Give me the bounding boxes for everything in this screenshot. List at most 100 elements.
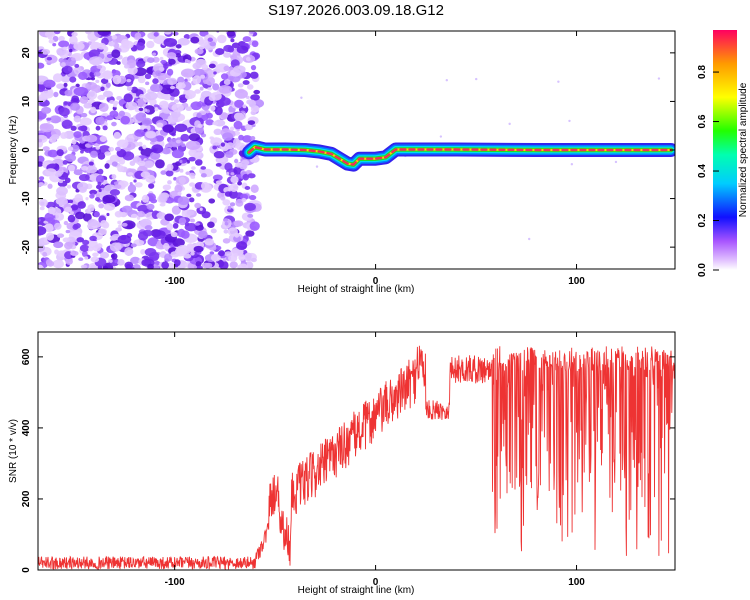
- noise-speckle: [78, 71, 88, 81]
- noise-speckle: [220, 142, 226, 147]
- noise-speckle: [38, 155, 45, 163]
- noise-speckle: [97, 94, 106, 101]
- noise-speckle: [108, 41, 115, 47]
- noise-speckle: [161, 261, 170, 269]
- noise-speckle: [143, 128, 148, 132]
- noise-speckle: [117, 165, 125, 173]
- y-tick-label: 200: [21, 490, 32, 507]
- noise-speckle: [138, 160, 146, 167]
- noise-speckle: [159, 56, 164, 61]
- noise-speckle: [115, 146, 121, 152]
- noise-speckle: [226, 31, 236, 37]
- noise-speckle: [234, 99, 244, 108]
- noise-speckle: [238, 254, 246, 261]
- noise-speckle: [198, 39, 209, 47]
- noise-speckle: [73, 86, 89, 97]
- noise-speckle: [153, 104, 159, 108]
- noise-speckle: [38, 264, 43, 269]
- noise-speckle: [38, 218, 41, 222]
- noise-speckle: [130, 243, 137, 248]
- noise-speckle: [89, 189, 98, 195]
- noise-speckle: [163, 242, 170, 250]
- noise-dot: [439, 135, 443, 138]
- noise-speckle: [175, 82, 186, 90]
- noise-speckle: [95, 193, 101, 198]
- noise-speckle: [98, 102, 109, 113]
- noise-speckle: [63, 220, 69, 226]
- snr-panel: -100 0 100 0 200 400 600 Height of straight li…: [8, 331, 676, 596]
- noise-speckle: [167, 77, 178, 85]
- noise-speckle: [140, 171, 151, 178]
- noise-speckle: [196, 112, 202, 119]
- noise-speckle: [90, 106, 97, 114]
- noise-speckle: [178, 176, 186, 185]
- noise-speckle: [244, 123, 254, 131]
- noise-speckle: [56, 149, 64, 157]
- colorbar-tick-label: 0.2: [697, 213, 708, 227]
- noise-speckle: [44, 31, 56, 38]
- noise-speckle: [38, 226, 47, 236]
- noise-speckle: [218, 97, 231, 106]
- colorbar-tick-label: 0.6: [697, 114, 708, 128]
- noise-speckle: [136, 60, 146, 68]
- noise-speckle: [109, 242, 122, 252]
- noise-speckle: [224, 221, 229, 226]
- noise-speckle: [209, 41, 217, 47]
- noise-speckle: [205, 76, 216, 86]
- noise-speckle: [49, 115, 62, 124]
- noise-speckle: [193, 245, 204, 253]
- noise-speckle: [112, 106, 117, 111]
- noise-speckle: [167, 114, 178, 124]
- noise-speckle: [237, 263, 249, 269]
- noise-speckle: [190, 101, 202, 111]
- noise-speckle: [134, 182, 143, 188]
- noise-dot: [475, 77, 478, 81]
- noise-speckle: [210, 228, 217, 234]
- x-tick-label: 0: [373, 276, 379, 287]
- noise-speckle: [77, 201, 86, 209]
- noise-speckle: [201, 262, 211, 269]
- noise-speckle: [149, 84, 163, 93]
- noise-speckle: [197, 123, 203, 129]
- noise-speckle: [167, 180, 172, 185]
- noise-speckle: [50, 134, 60, 140]
- noise-speckle: [250, 257, 257, 263]
- noise-speckle: [165, 170, 174, 177]
- noise-speckle: [97, 168, 104, 175]
- noise-speckle: [65, 257, 73, 265]
- noise-speckle: [134, 129, 146, 137]
- noise-speckle: [56, 233, 65, 238]
- noise-speckle: [102, 125, 108, 131]
- noise-speckle: [235, 198, 244, 207]
- noise-speckle: [90, 256, 100, 263]
- noise-speckle: [162, 184, 172, 191]
- noise-speckle: [227, 45, 235, 53]
- noise-speckle: [126, 78, 132, 83]
- noise-speckle: [253, 89, 261, 95]
- noise-speckle: [82, 212, 92, 222]
- noise-speckle: [87, 204, 95, 212]
- noise-speckle: [145, 81, 150, 86]
- noise-speckle: [90, 41, 99, 48]
- noise-speckle: [199, 86, 204, 91]
- noise-speckle: [42, 146, 50, 152]
- noise-speckle: [116, 61, 121, 65]
- noise-speckle: [194, 48, 204, 55]
- noise-speckle: [83, 102, 93, 109]
- noise-speckle: [205, 119, 214, 126]
- noise-speckle: [45, 259, 53, 266]
- noise-speckle: [113, 103, 118, 108]
- y-tick-label: 400: [21, 419, 32, 436]
- noise-speckle: [134, 32, 142, 40]
- noise-speckle: [175, 53, 182, 58]
- noise-speckle: [58, 35, 65, 42]
- noise-speckle: [74, 193, 83, 203]
- noise-speckle: [198, 230, 208, 239]
- noise-speckle: [103, 203, 116, 211]
- colorbar-ticks: 0.0 0.2 0.4 0.6 0.8: [697, 65, 719, 277]
- noise-speckle: [67, 214, 76, 223]
- noise-speckle: [183, 253, 192, 259]
- noise-speckle: [64, 89, 73, 97]
- noise-speckle: [189, 182, 196, 187]
- noise-speckle: [171, 149, 184, 159]
